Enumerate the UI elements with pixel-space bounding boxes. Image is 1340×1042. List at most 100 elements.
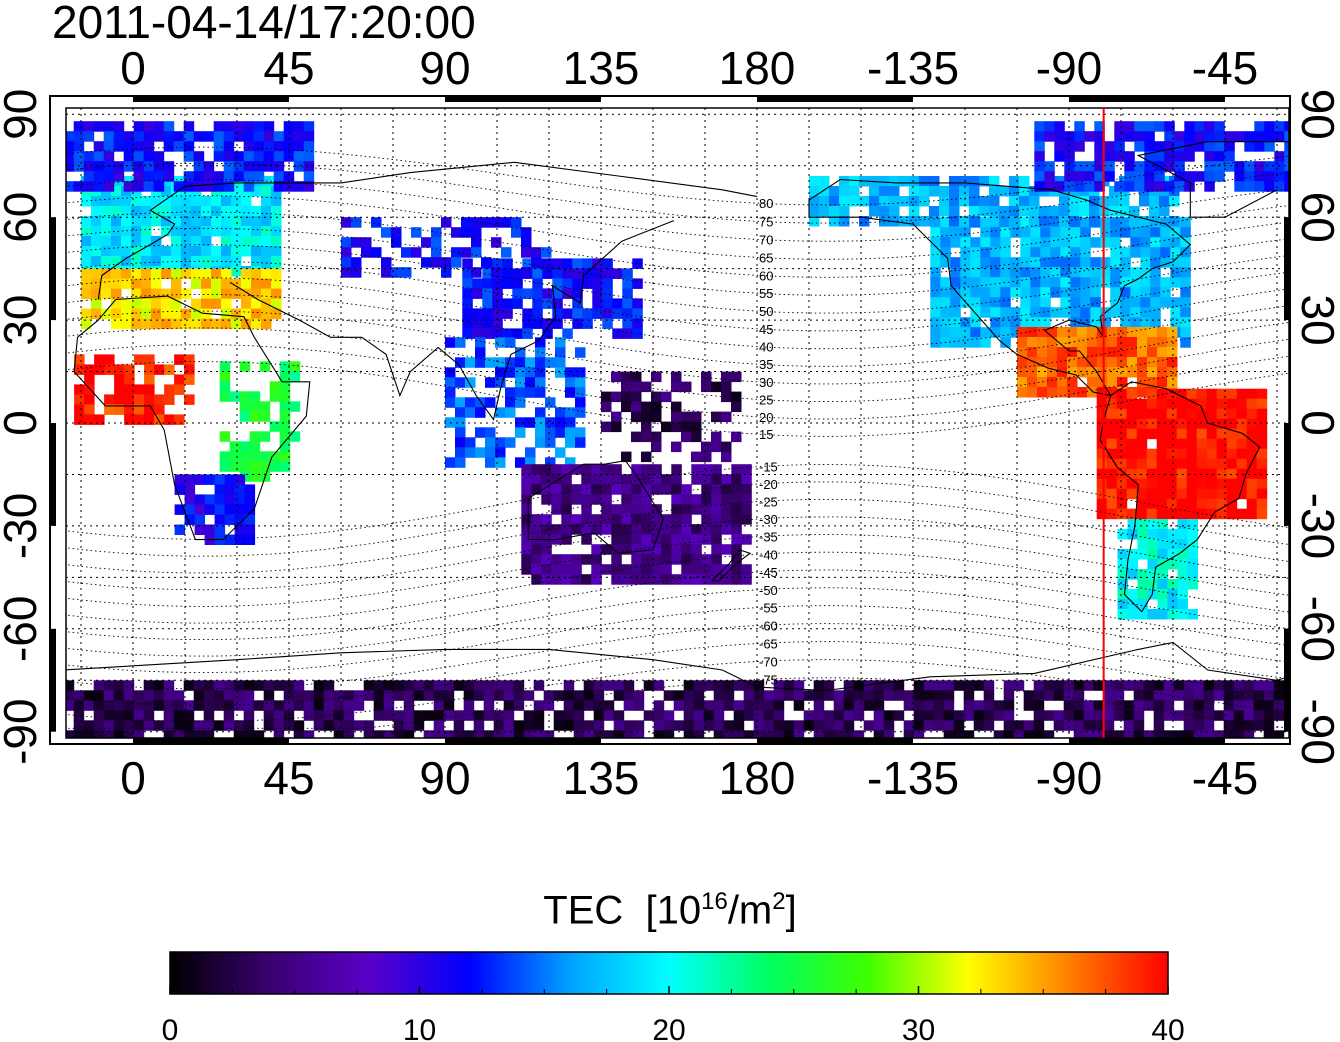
tec-cell <box>1097 357 1108 368</box>
tec-cell <box>535 437 546 448</box>
tec-cell <box>711 411 722 423</box>
tec-cell <box>1157 529 1168 540</box>
tec-cell <box>743 730 755 738</box>
tec-cell <box>1116 388 1128 400</box>
tec-cell <box>959 196 970 207</box>
tec-cell <box>393 720 405 731</box>
tec-cell <box>233 121 245 132</box>
tec-cell <box>1124 171 1135 182</box>
frame-bar-right <box>1284 217 1290 321</box>
tec-cell <box>703 720 715 731</box>
tec-cell <box>451 257 462 268</box>
tec-cell <box>493 680 505 691</box>
tec-cell <box>1050 307 1061 318</box>
tec-cell <box>333 710 345 721</box>
tec-cell <box>1093 700 1105 711</box>
tec-cell <box>593 720 605 731</box>
tec-cell <box>104 354 115 365</box>
tec-cell <box>371 247 382 258</box>
tec-cell <box>505 437 516 448</box>
tec-cell <box>133 171 145 182</box>
tec-cell <box>251 216 262 227</box>
tec-cell <box>1080 217 1091 228</box>
tec-cell <box>495 437 506 448</box>
tec-cell <box>1106 398 1118 410</box>
tec-cell <box>1093 720 1105 731</box>
tec-cell <box>1060 247 1071 258</box>
tec-cell <box>261 308 272 320</box>
tec-cell <box>545 437 556 448</box>
tec-cell <box>151 256 162 267</box>
tec-cell <box>221 278 232 290</box>
tec-cell <box>1274 131 1285 142</box>
tec-cell <box>441 257 452 268</box>
tec-cell <box>1124 181 1135 192</box>
tec-cell <box>133 121 145 132</box>
tec-cell <box>1126 398 1138 410</box>
tec-cell <box>483 690 495 701</box>
tec-cell <box>183 141 195 152</box>
tec-cell <box>171 216 182 227</box>
tec-cell <box>1000 257 1011 268</box>
tec-cell <box>873 700 885 711</box>
tec-cell <box>333 720 345 731</box>
tec-cell <box>641 574 652 585</box>
tec-cell <box>1226 408 1238 420</box>
tec-cell <box>999 206 1010 217</box>
tec-cell <box>1127 609 1138 620</box>
tec-cell <box>1173 680 1185 691</box>
tec-cell <box>960 267 971 278</box>
tec-cell <box>1037 357 1048 368</box>
tec-cell <box>134 394 145 405</box>
tec-cell <box>943 720 955 731</box>
tec-cell <box>221 246 232 257</box>
tec-cell <box>483 680 495 691</box>
tec-cell <box>763 700 775 711</box>
tec-cell <box>1003 690 1015 701</box>
tec-cell <box>1117 529 1128 540</box>
tec-cell <box>239 441 251 452</box>
tec-cell <box>181 206 192 217</box>
tec-cell <box>289 431 301 442</box>
tec-cell <box>104 394 115 405</box>
tec-cell <box>970 277 981 288</box>
tec-cell <box>249 431 261 442</box>
tec-cell <box>493 710 505 721</box>
tec-cell <box>913 720 925 731</box>
tec-cell <box>273 161 285 172</box>
tec-cell <box>793 680 805 691</box>
tec-cell <box>383 690 395 701</box>
tec-cell <box>591 474 602 485</box>
tec-cell <box>194 524 206 535</box>
tec-cell <box>462 278 473 289</box>
tec-cell <box>1060 297 1071 308</box>
tec-cell <box>393 680 405 691</box>
maglat-label: -40 <box>759 547 778 562</box>
tec-cell <box>505 357 516 368</box>
tec-cell <box>1134 181 1145 192</box>
tec-cell <box>1263 730 1275 738</box>
tec-cell <box>213 700 225 711</box>
tec-cell <box>545 397 556 408</box>
tec-cell <box>1053 680 1065 691</box>
tec-cell <box>83 700 95 711</box>
tec-cell <box>1186 468 1198 480</box>
tec-cell <box>853 710 865 721</box>
tec-cell <box>1013 730 1025 738</box>
tec-cell <box>1074 121 1085 132</box>
tec-cell <box>221 236 232 247</box>
tec-cell <box>261 236 272 247</box>
tec-cell <box>533 730 545 738</box>
tec-cell <box>703 700 715 711</box>
tec-cell <box>681 421 692 433</box>
tec-cell <box>883 710 895 721</box>
tec-cell <box>555 417 566 428</box>
tec-cell <box>1110 217 1121 228</box>
tec-cell <box>980 257 991 268</box>
tec-cell <box>1236 438 1248 450</box>
tec-cell <box>919 186 930 197</box>
tec-cell <box>223 690 235 701</box>
tec-cell <box>1226 388 1238 400</box>
tec-cell <box>1090 287 1101 298</box>
lon-tick-bottom: 135 <box>563 752 640 804</box>
